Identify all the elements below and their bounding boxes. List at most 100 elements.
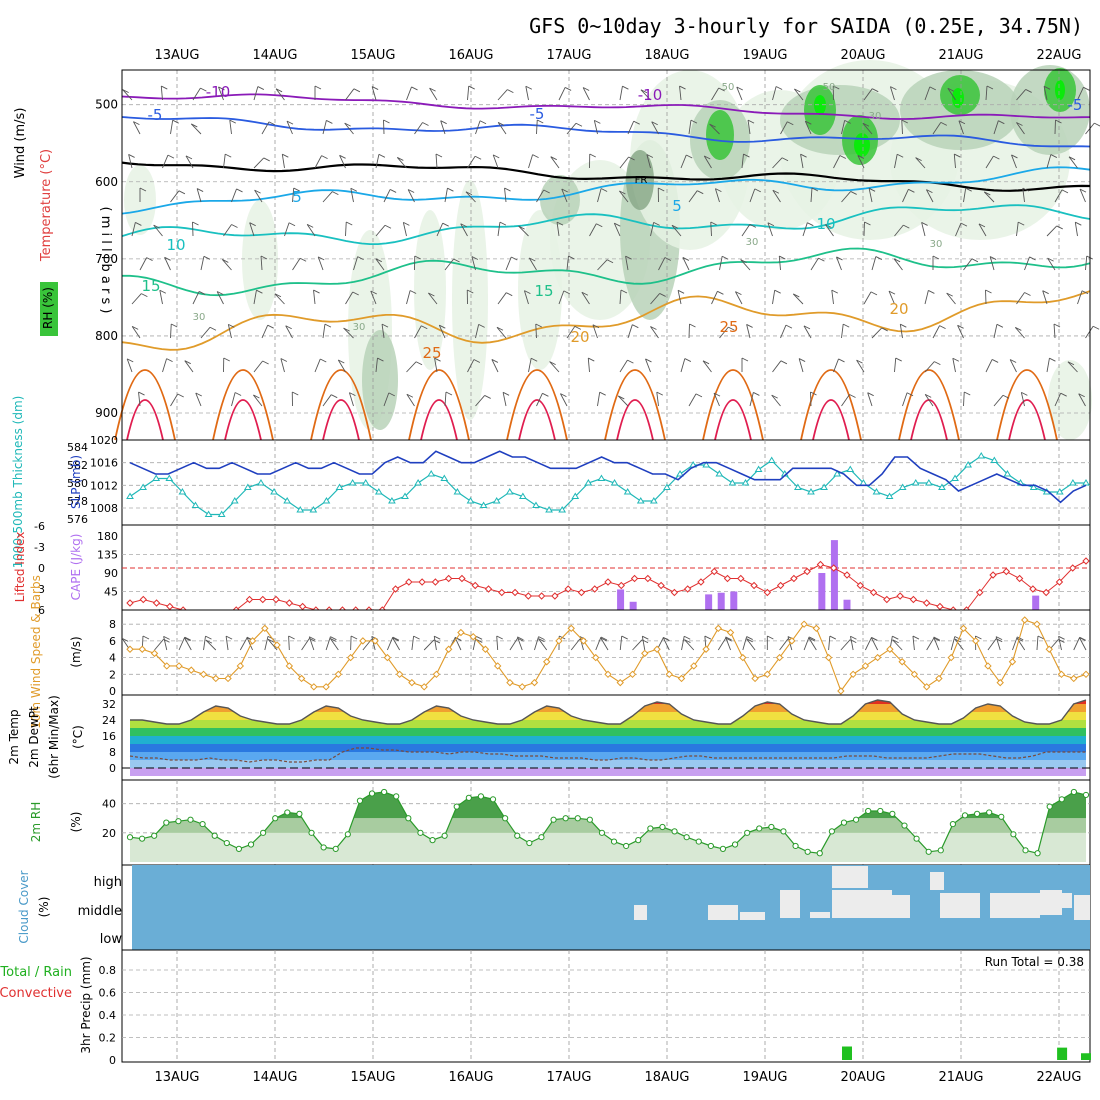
wind-barb-flag bbox=[1075, 221, 1082, 226]
wind-barb-flag bbox=[575, 122, 583, 127]
thickness-point bbox=[807, 488, 815, 495]
wind-barb bbox=[924, 361, 935, 373]
thickness-slp-panel: 584 582 580 578 576 1020 1016 1012 1008 1000-500… bbox=[11, 396, 1091, 568]
wind-barb-flag bbox=[622, 85, 629, 90]
wind-barb bbox=[593, 120, 598, 135]
wind-barb-flag bbox=[929, 86, 936, 91]
rh2m-point bbox=[901, 822, 908, 829]
temp2m-line bbox=[130, 699, 1087, 725]
wind-barb-flag bbox=[195, 392, 202, 397]
thickness-point bbox=[374, 488, 383, 495]
lifted-index-point bbox=[272, 595, 280, 604]
lifted-index-point bbox=[989, 571, 997, 579]
thickness-point bbox=[401, 492, 409, 499]
lifted-index-point bbox=[418, 578, 426, 586]
wind-barb-flag bbox=[867, 392, 874, 397]
wind-barb bbox=[1085, 326, 1094, 339]
wind-barb-flag bbox=[568, 255, 575, 260]
wind-barb bbox=[589, 223, 597, 237]
wind-barb-flag bbox=[771, 394, 778, 399]
wind-barb-flag bbox=[868, 187, 876, 192]
thickness-point bbox=[348, 479, 357, 486]
wind-barb-flag bbox=[798, 358, 806, 362]
wind10m-point bbox=[763, 670, 772, 679]
wind-barb bbox=[627, 121, 635, 135]
lifted-index-point bbox=[1029, 585, 1037, 593]
wind-barb bbox=[505, 256, 512, 271]
thickness-point bbox=[427, 470, 436, 477]
wind-barb bbox=[749, 188, 756, 203]
wind-barb bbox=[963, 258, 973, 271]
label-lifted-index: Lifted Index bbox=[13, 532, 27, 603]
wind-barb bbox=[184, 360, 194, 373]
lifted-index-point bbox=[763, 588, 772, 597]
thickness-point bbox=[977, 452, 986, 459]
rh2m-point bbox=[925, 848, 932, 855]
wind-barb bbox=[662, 637, 670, 651]
wind-barb bbox=[497, 292, 507, 305]
wind-barb bbox=[467, 86, 470, 101]
wind-barb-flag bbox=[1083, 86, 1090, 91]
rh2m-point bbox=[526, 839, 533, 847]
cloud-patch bbox=[740, 912, 765, 920]
isotherm-30-dome bbox=[616, 399, 654, 441]
wind-barb-flag bbox=[403, 221, 410, 226]
contour-label: 10 bbox=[816, 215, 835, 233]
wind-barb-flag bbox=[537, 119, 544, 124]
wind-barb bbox=[640, 89, 651, 101]
wind-barb-flag bbox=[550, 156, 557, 161]
thickness-point bbox=[820, 483, 828, 490]
wind-barb bbox=[645, 358, 651, 373]
wind-barb-flag bbox=[280, 358, 288, 362]
thickness-point bbox=[479, 501, 488, 508]
wind-barb-flag bbox=[326, 120, 333, 124]
wind-barb-flag bbox=[122, 89, 129, 93]
wind-barb bbox=[619, 636, 623, 651]
wind-barb-flag bbox=[293, 187, 300, 192]
wind-barb bbox=[497, 122, 507, 135]
rh2m-point bbox=[683, 834, 690, 841]
wind-barb bbox=[159, 290, 163, 305]
wind-barb bbox=[556, 222, 560, 237]
wind10m-point bbox=[248, 637, 257, 645]
wind-barb-flag bbox=[985, 289, 992, 294]
wind10m-point bbox=[1057, 670, 1066, 679]
wind10m-point bbox=[935, 674, 943, 683]
wind-barb bbox=[932, 122, 942, 135]
wind10m-point bbox=[530, 678, 539, 687]
wind-barb bbox=[162, 154, 169, 169]
wind-barb bbox=[735, 291, 743, 305]
wind-barb-flag bbox=[892, 639, 899, 644]
wind-barb-flag bbox=[614, 222, 621, 227]
rh2m-point bbox=[502, 815, 509, 822]
rh-legend-swatch bbox=[40, 282, 58, 336]
contour-label: 20 bbox=[570, 328, 589, 346]
wind-barb bbox=[767, 222, 773, 237]
wind-barb bbox=[619, 156, 629, 169]
bottom-date-axis: 13AUG 14AUG 15AUG 16AUG 17AUG 18AUG 19AUG 20AUG… bbox=[154, 1070, 1081, 1085]
bottom-date-label: 20AUG bbox=[840, 1070, 885, 1085]
wind-barb-flag bbox=[504, 187, 511, 192]
wind-series bbox=[121, 616, 1090, 695]
pressure-tick: 700 bbox=[95, 252, 118, 266]
rh-contour-area bbox=[706, 110, 734, 160]
rh2m-point bbox=[986, 809, 993, 816]
top-date-label: 13AUG bbox=[154, 48, 199, 63]
wind-barb bbox=[957, 325, 964, 339]
lifted-index-point bbox=[591, 585, 599, 593]
cape-bar bbox=[818, 573, 826, 610]
lifted-index-point bbox=[431, 578, 440, 586]
wind-barb bbox=[856, 359, 865, 373]
thickness-point bbox=[322, 497, 331, 504]
rh2m-point bbox=[731, 841, 739, 848]
rh2m-point bbox=[840, 819, 848, 826]
wind10m-point bbox=[702, 645, 710, 653]
rh2m-point bbox=[744, 829, 751, 836]
wind-barb bbox=[496, 636, 499, 651]
wind-barb-flag bbox=[960, 222, 968, 227]
wind-barb-flag bbox=[747, 119, 755, 124]
wind-barb-flag bbox=[128, 154, 135, 158]
cape-tick: 90 bbox=[104, 567, 118, 580]
wind-barb bbox=[702, 360, 712, 373]
